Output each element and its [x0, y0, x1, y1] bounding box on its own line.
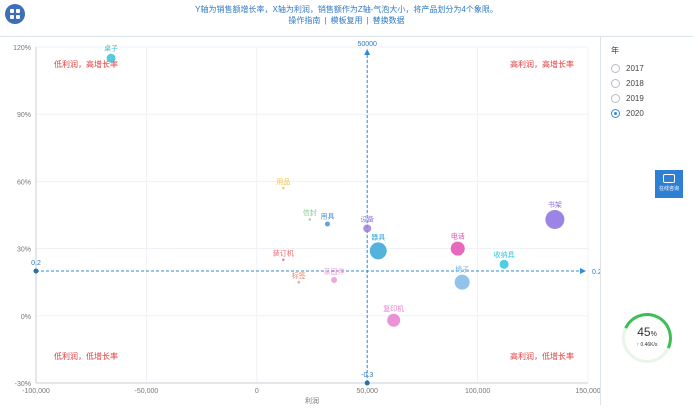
chart-description: Y轴为销售额增长率，X轴为利润，销售额作为Z轴-气泡大小，将产品划分为4个象限。 — [195, 5, 498, 14]
y-tick-label: -30% — [15, 381, 31, 388]
year-option-2019[interactable]: 2019 — [611, 94, 644, 103]
data-point — [308, 218, 312, 221]
data-point-label: 椅子 — [455, 265, 469, 274]
x-tick-label: 100,000 — [465, 388, 490, 395]
year-option-2017[interactable]: 2017 — [611, 64, 644, 73]
data-point-label: 书架 — [548, 200, 562, 209]
data-point — [324, 221, 330, 227]
legend-panel: 年 2017 2018 2019 2020 在线咨询 45% ↑ 0.46K/s — [600, 36, 693, 405]
radio-selected-icon — [611, 109, 620, 118]
data-point — [387, 313, 401, 327]
data-point — [331, 276, 338, 283]
x-tick-label: -100,000 — [22, 388, 50, 395]
year-option-2020[interactable]: 2020 — [611, 109, 644, 118]
guide-link[interactable]: 操作指南 — [288, 16, 321, 25]
data-point-label: 复印机 — [383, 304, 404, 313]
header-links: 操作指南 | 模板复用 | 替换数据 — [0, 15, 693, 26]
y-tick-label: 60% — [17, 179, 31, 186]
replace-data-link[interactable]: 替换数据 — [372, 16, 405, 25]
data-point — [282, 186, 285, 190]
chart-area: -30% 0% 30% 60% 90% 120% -100,000 -50,000 0 50,00… — [0, 36, 602, 405]
radio-icon — [611, 94, 620, 103]
gauge-percent-value: 45 — [637, 325, 651, 339]
horizontal-line-label: 0.2 — [31, 260, 41, 267]
data-point — [282, 258, 285, 262]
horizontal-line-origin — [33, 268, 39, 274]
y-tick-label: 30% — [17, 247, 31, 254]
year-label: 2017 — [626, 64, 644, 73]
data-point-label: 信封 — [303, 208, 317, 217]
data-point-label: 用具 — [320, 212, 334, 220]
data-point — [450, 241, 465, 256]
quadrant-label-top-left: 低利润，高增长率 — [54, 59, 118, 69]
data-point — [297, 280, 301, 284]
radio-icon — [611, 79, 620, 88]
year-label: 2019 — [626, 94, 644, 103]
data-point-label: 用品 — [276, 178, 290, 186]
x-tick-label: -50,000 — [135, 388, 159, 395]
top-bar: Y轴为销售额增长率，X轴为利润，销售额作为Z轴-气泡大小，将产品划分为4个象限。… — [0, 0, 693, 36]
quadrant-label-top-right: 高利润，高增长率 — [510, 59, 574, 69]
template-reuse-link[interactable]: 模板复用 — [330, 16, 363, 25]
vertical-line-label: 50000 — [357, 41, 377, 48]
gauge-speed: ↑ 0.46K/s — [636, 342, 658, 348]
quadrant-label-bottom-right: 高利润，低增长率 — [510, 351, 574, 361]
x-axis-label: 利润 — [305, 396, 319, 405]
x-tick-label: 50,000 — [356, 388, 378, 395]
data-point — [106, 53, 116, 63]
horizontal-line-right-label: 0.2 — [592, 269, 600, 276]
vertical-line-bottom-label: -0.3 — [361, 372, 373, 379]
vertical-line-origin — [364, 380, 370, 386]
legend-title: 年 — [611, 46, 619, 55]
year-option-2018[interactable]: 2018 — [611, 79, 644, 88]
year-label: 2018 — [626, 79, 644, 88]
data-point-label: 器具 — [371, 233, 385, 241]
x-tick-label: 150,000 — [575, 388, 600, 395]
horizontal-arrow-head — [580, 268, 586, 274]
data-point — [499, 259, 509, 269]
speed-gauge: 45% ↑ 0.46K/s — [614, 305, 680, 371]
data-point-label: 电话 — [451, 232, 465, 241]
chat-icon — [663, 174, 675, 183]
bubble-chart: -30% 0% 30% 60% 90% 120% -100,000 -50,000 0 50,00… — [13, 41, 602, 405]
data-point-label: 装订机 — [273, 249, 294, 258]
data-point-label: 系固件 — [324, 267, 345, 276]
gauge-percent-unit: % — [650, 331, 657, 338]
quadrant-label-bottom-left: 低利润，低增长率 — [54, 351, 118, 361]
data-point — [369, 242, 387, 260]
data-point-label: 设备 — [360, 214, 374, 223]
data-point — [545, 209, 565, 229]
data-point-label: 桌子 — [104, 44, 118, 53]
data-point — [363, 224, 372, 233]
y-tick-label: 0% — [21, 314, 31, 321]
data-point-label: 标签 — [292, 271, 306, 280]
data-point-label: 收纳具 — [494, 250, 515, 259]
link-separator: | — [366, 16, 369, 25]
online-consult-button[interactable]: 在线咨询 — [655, 170, 683, 198]
radio-icon — [611, 64, 620, 73]
vertical-arrow-head — [364, 49, 371, 55]
y-tick-label: 120% — [13, 45, 31, 52]
grid-menu-button[interactable] — [5, 4, 25, 24]
consult-label: 在线咨询 — [658, 186, 679, 192]
x-tick-label: 0 — [255, 388, 259, 395]
link-separator: | — [324, 16, 327, 25]
grid-icon — [10, 9, 20, 19]
year-label: 2020 — [626, 109, 644, 118]
gauge-percent: 45% — [625, 325, 669, 339]
y-tick-label: 90% — [17, 112, 31, 119]
data-point — [454, 274, 470, 290]
